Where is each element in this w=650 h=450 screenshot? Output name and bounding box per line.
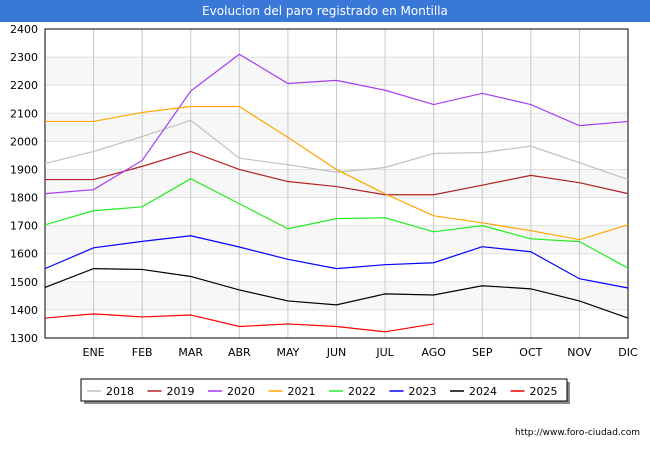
legend-label-2021: 2021 [288, 385, 316, 398]
source-url[interactable]: http://www.foro-ciudad.com [515, 428, 640, 438]
series-line-2025 [44, 313, 434, 333]
legend-label-2022: 2022 [348, 385, 376, 398]
x-tick-label: ENE [83, 346, 105, 359]
x-tick-label: FEB [132, 346, 153, 359]
series-line-2024 [44, 268, 629, 319]
y-tick-label: 2000 [10, 135, 38, 148]
series-line-2023 [44, 235, 629, 289]
series-line-2020 [44, 53, 629, 195]
x-tick-label: JUN [326, 346, 347, 359]
series-line-2018 [44, 119, 629, 181]
x-tick-label: ABR [228, 346, 251, 359]
x-tick-label: MAY [276, 346, 299, 359]
series-line-2019 [45, 150, 629, 196]
plot-frame [44, 28, 629, 339]
legend-label-2019: 2019 [167, 385, 195, 398]
legend-label-2018: 2018 [106, 385, 134, 398]
y-tick-label: 1400 [10, 304, 38, 317]
legend-label-2023: 2023 [409, 385, 437, 398]
x-tick-label: AGO [421, 346, 446, 359]
chart-title: Evolucion del paro registrado en Montill… [0, 0, 650, 22]
y-tick-label: 2400 [10, 23, 38, 36]
x-tick-label: MAR [178, 346, 203, 359]
y-tick-label: 1300 [10, 332, 38, 345]
x-tick-label: SEP [472, 346, 493, 359]
series-line-2022 [44, 178, 629, 269]
legend-label-2020: 2020 [227, 385, 255, 398]
y-tick-label: 1900 [10, 163, 38, 176]
x-tick-label: OCT [519, 346, 542, 359]
series-line-2021 [45, 105, 629, 241]
x-tick-label: NOV [567, 346, 592, 359]
y-tick-label: 2300 [10, 51, 38, 64]
y-tick-label: 1500 [10, 276, 38, 289]
y-tick-label: 1800 [10, 192, 38, 205]
y-tick-label: 1700 [10, 220, 38, 233]
y-tick-label: 2100 [10, 107, 38, 120]
legend-label-2024: 2024 [469, 385, 497, 398]
x-tick-label: DIC [618, 346, 638, 359]
legend-box [80, 378, 568, 402]
x-tick-label: JUL [375, 346, 394, 359]
legend-label-2025: 2025 [530, 385, 558, 398]
y-tick-label: 2200 [10, 79, 38, 92]
y-tick-label: 1600 [10, 248, 38, 261]
